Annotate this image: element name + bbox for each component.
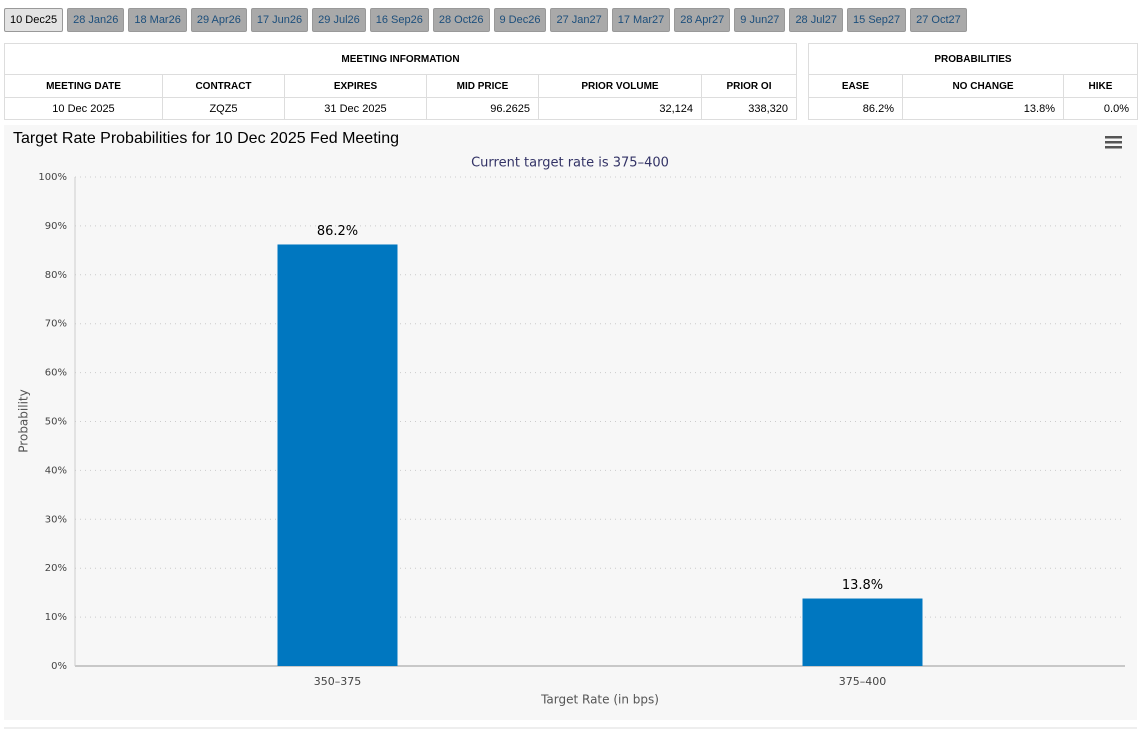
- date-tab[interactable]: 28 Jul27: [789, 8, 844, 32]
- cell: 338,320: [701, 97, 797, 120]
- y-tick-label: 0%: [51, 661, 67, 672]
- date-tab[interactable]: 9 Dec26: [493, 8, 547, 32]
- cell: 10 Dec 2025: [4, 97, 163, 120]
- column-header: EXPIRES: [284, 74, 427, 98]
- date-tab[interactable]: 17 Mar27: [611, 8, 671, 32]
- date-tab[interactable]: 18 Mar26: [128, 8, 187, 32]
- date-tab[interactable]: 9 Jun27: [734, 8, 786, 32]
- y-tick-label: 100%: [38, 172, 67, 183]
- table-title: PROBABILITIES: [808, 43, 1138, 75]
- column-header: CONTRACT: [162, 74, 285, 98]
- chart-title: Target Rate Probabilities for 10 Dec 202…: [13, 130, 399, 147]
- date-tab[interactable]: 29 Jul26: [312, 8, 366, 32]
- chart-subtitle: Current target rate is 375–400: [471, 156, 669, 171]
- cell: ZQZ5: [162, 97, 285, 120]
- y-tick-label: 80%: [45, 270, 67, 281]
- bar: [277, 244, 398, 666]
- cell: 32,124: [538, 97, 702, 120]
- y-tick-label: 70%: [45, 319, 67, 330]
- date-tab[interactable]: 17 Jun26: [250, 8, 309, 32]
- date-tab[interactable]: 28 Oct26: [432, 8, 490, 32]
- column-header: MID PRICE: [426, 74, 539, 98]
- date-tab[interactable]: 16 Sep26: [369, 8, 429, 32]
- date-tab[interactable]: 29 Apr26: [190, 8, 247, 32]
- cell: 0.0%: [1063, 97, 1138, 120]
- table-title: MEETING INFORMATION: [4, 43, 797, 75]
- x-axis-label: Target Rate (in bps): [540, 693, 659, 707]
- column-header: EASE: [808, 74, 903, 98]
- y-tick-label: 90%: [45, 221, 67, 232]
- column-header: MEETING DATE: [4, 74, 163, 98]
- date-tab[interactable]: 27 Oct27: [910, 8, 967, 32]
- meeting-table: MEETING INFORMATION MEETING DATE CONTRAC…: [4, 43, 797, 120]
- cell: 13.8%: [902, 97, 1064, 120]
- data-label: 86.2%: [317, 224, 358, 239]
- date-tab[interactable]: 28 Apr27: [674, 8, 731, 32]
- cell: 31 Dec 2025: [284, 97, 427, 120]
- menu-bar: [1105, 146, 1122, 149]
- tab-bar: 10 Dec25 28 Jan26 18 Mar26 29 Apr26 17 Jun26…: [4, 8, 967, 32]
- column-header: PRIOR OI: [701, 74, 797, 98]
- y-tick-label: 50%: [45, 417, 67, 428]
- date-tab[interactable]: 10 Dec25: [4, 8, 64, 32]
- column-header: NO CHANGE: [902, 74, 1064, 98]
- column-header: HIKE: [1063, 74, 1138, 98]
- x-tick-label: 350–375: [314, 675, 362, 688]
- y-axis-label: Probability: [17, 389, 31, 452]
- probability-table: PROBABILITIES EASE NO CHANGE HIKE 86.2% …: [808, 43, 1138, 120]
- chart-background: [4, 125, 1137, 720]
- date-tab[interactable]: 28 Jan26: [67, 8, 125, 32]
- y-tick-label: 20%: [45, 563, 67, 574]
- y-tick-label: 10%: [45, 612, 67, 623]
- y-tick-label: 30%: [45, 514, 67, 525]
- data-label: 13.8%: [842, 578, 883, 593]
- menu-icon[interactable]: [1105, 136, 1122, 149]
- date-tab[interactable]: 15 Sep27: [847, 8, 907, 32]
- x-tick-label: 375–400: [839, 675, 887, 688]
- y-tick-label: 40%: [45, 465, 67, 476]
- y-tick-label: 60%: [45, 368, 67, 379]
- bar: [802, 598, 923, 666]
- menu-bar: [1105, 141, 1122, 144]
- column-header: PRIOR VOLUME: [538, 74, 702, 98]
- menu-bar: [1105, 136, 1122, 139]
- date-tab[interactable]: 27 Jan27: [550, 8, 608, 32]
- cell: 96.2625: [426, 97, 539, 120]
- cell: 86.2%: [808, 97, 903, 120]
